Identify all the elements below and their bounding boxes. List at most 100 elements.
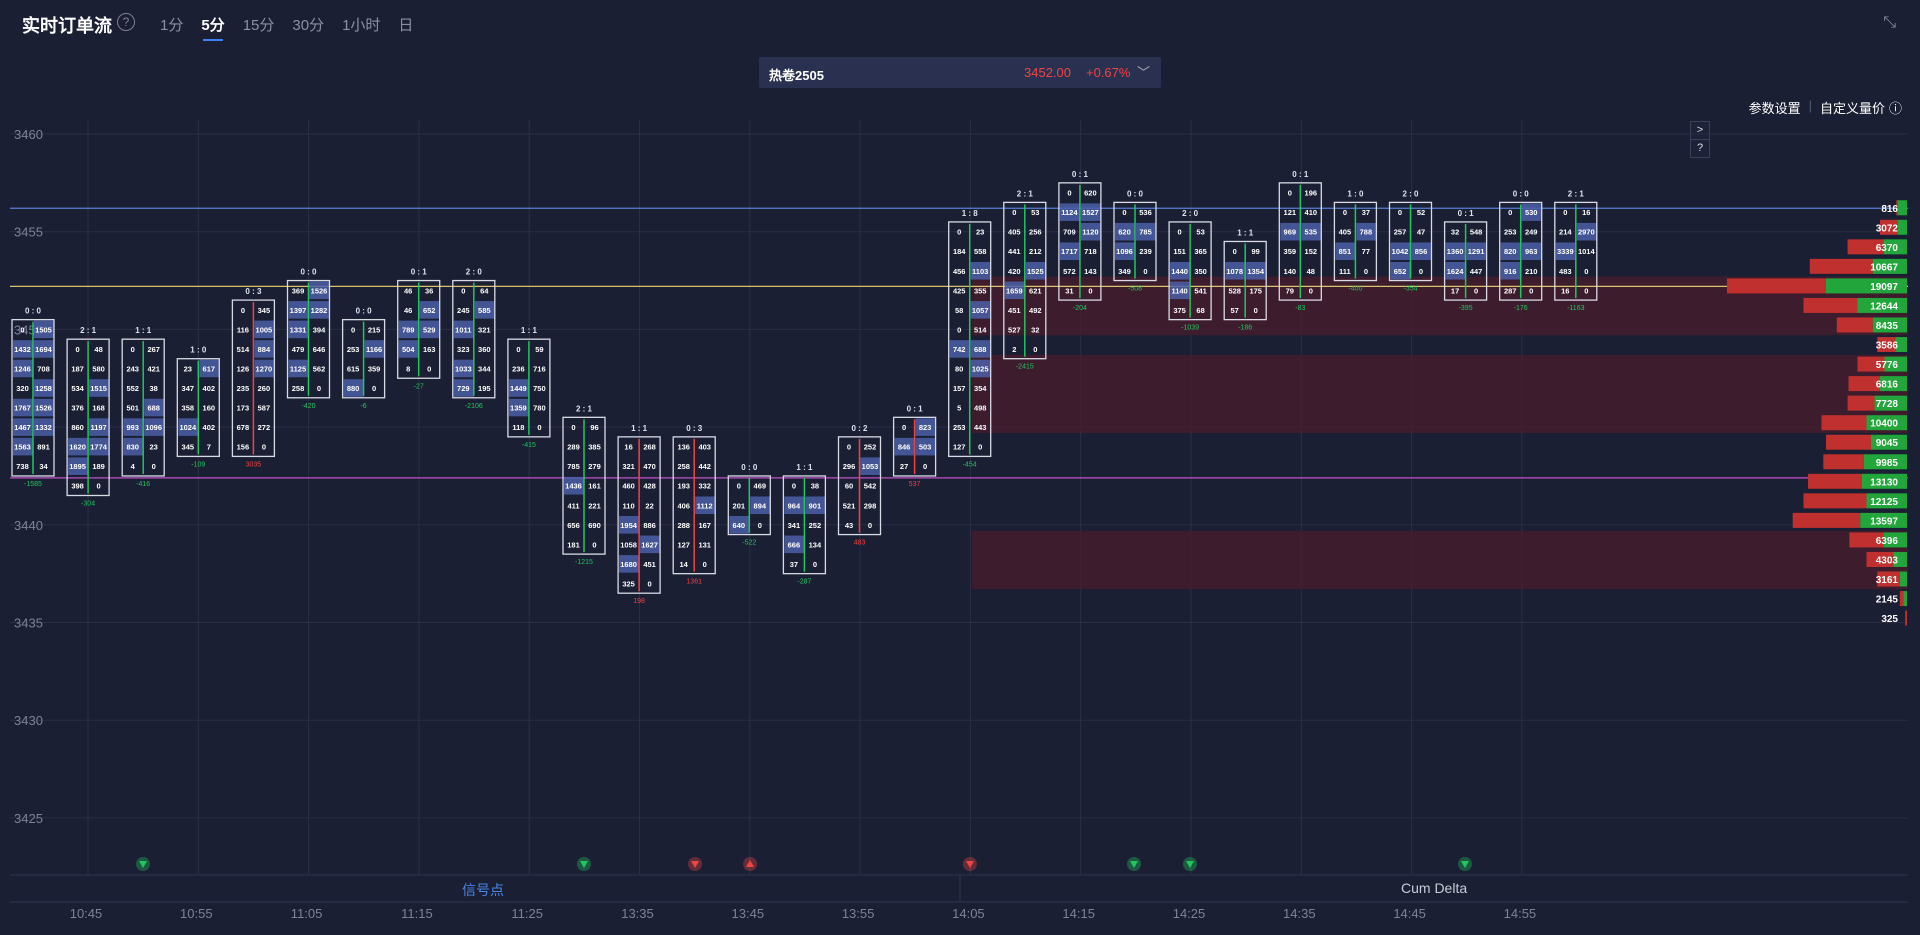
candle-delta: -109 xyxy=(191,461,205,468)
signal-arrow xyxy=(1461,861,1469,868)
candle-header: 2 : 0 xyxy=(1402,189,1419,198)
bid-volume: 406 xyxy=(677,501,690,510)
candle-delta: -1585 xyxy=(24,481,42,488)
profile-volume-label: 13130 xyxy=(1870,477,1898,488)
bid-volume: 1359 xyxy=(510,404,527,413)
bid-volume: 126 xyxy=(237,364,250,373)
profile-volume-label: 2145 xyxy=(1876,595,1899,606)
bid-volume: 32 xyxy=(1451,228,1459,237)
hot-cell xyxy=(1411,242,1432,261)
ask-volume: 1096 xyxy=(145,423,162,432)
tab-15min[interactable]: 15分 xyxy=(242,17,275,34)
ask-volume: 443 xyxy=(974,423,987,432)
info-icon[interactable]: ⓘ xyxy=(1888,101,1902,116)
profile-buy-bar xyxy=(1862,473,1907,489)
bid-volume: 321 xyxy=(622,462,635,471)
profile-buy-bar xyxy=(1883,532,1907,548)
ask-volume: 161 xyxy=(588,482,601,491)
bid-volume: 534 xyxy=(71,384,84,393)
bid-volume: 820 xyxy=(1504,247,1517,256)
ask-volume: 252 xyxy=(864,443,877,452)
ask-volume: 0 xyxy=(537,423,541,432)
hot-cell xyxy=(729,516,750,534)
ask-volume: 195 xyxy=(478,384,491,393)
ask-volume: 394 xyxy=(313,325,326,334)
candle-delta: -454 xyxy=(963,461,977,468)
bid-volume: 1042 xyxy=(1392,247,1409,256)
tab-5min[interactable]: 5分 xyxy=(201,14,225,41)
profile-buy-bar xyxy=(1884,356,1907,372)
ask-volume: 64 xyxy=(480,286,489,295)
bid-volume: 528 xyxy=(1228,286,1241,295)
ask-volume: 354 xyxy=(974,384,987,393)
help-button[interactable]: ? xyxy=(1690,139,1710,158)
ask-volume: 38 xyxy=(150,384,158,393)
ask-volume: 59 xyxy=(535,345,543,354)
hot-cell xyxy=(894,437,915,456)
tab-1min[interactable]: 1分 xyxy=(160,17,184,34)
bid-volume: 258 xyxy=(677,462,690,471)
hot-cell xyxy=(254,359,275,378)
bid-volume: 0 xyxy=(131,345,135,354)
ask-volume: 1525 xyxy=(1027,267,1044,276)
candle-box xyxy=(562,416,606,555)
hot-cell xyxy=(619,555,640,573)
hot-cell xyxy=(1246,262,1267,280)
ask-volume: 0 xyxy=(1309,286,1313,295)
candle-header: 0 : 0 xyxy=(300,268,317,277)
ask-volume: 99 xyxy=(1252,247,1260,256)
hot-cell xyxy=(34,418,54,436)
hot-cell xyxy=(508,398,529,417)
hot-cell xyxy=(1004,281,1025,300)
bid-volume: 1432 xyxy=(14,345,31,354)
hot-cell xyxy=(398,320,419,339)
bid-volume: 0 xyxy=(1067,189,1071,198)
profile-buy-bar xyxy=(1893,551,1907,567)
bid-volume: 2 xyxy=(1012,345,1016,354)
tab-day[interactable]: 日 xyxy=(398,17,414,34)
hot-cell xyxy=(1115,222,1135,241)
ask-volume: 580 xyxy=(92,364,105,373)
signal-arrow xyxy=(691,861,699,868)
ask-volume: 503 xyxy=(919,443,932,452)
bid-volume: 0 xyxy=(1343,208,1347,217)
ask-volume: 77 xyxy=(1362,247,1370,256)
bid-volume: 1246 xyxy=(14,364,31,373)
ask-volume: 256 xyxy=(1029,228,1042,237)
ask-volume: 23 xyxy=(150,443,158,452)
ask-volume: 345 xyxy=(258,306,271,315)
ask-volume: 0 xyxy=(703,560,707,569)
ask-volume: 536 xyxy=(1139,208,1152,217)
hot-cell xyxy=(1555,242,1576,261)
x-tick-label: 14:55 xyxy=(1504,906,1537,921)
candle-header: 1 : 1 xyxy=(631,424,648,433)
tab-1hour[interactable]: 1小时 xyxy=(342,17,381,34)
tab-30min[interactable]: 30分 xyxy=(292,17,325,34)
shrink-icon[interactable]: ⤡ xyxy=(1883,14,1896,31)
hot-cell xyxy=(288,359,309,378)
hot-cell xyxy=(970,359,991,378)
ask-volume: 688 xyxy=(974,345,987,354)
bid-volume: 341 xyxy=(788,521,801,530)
header-bar: 实时订单流 ? 1分 5分 15分 30分 1小时 日 ⤡ xyxy=(0,0,1920,50)
help-icon[interactable]: ? xyxy=(117,13,135,31)
ask-volume: 0 xyxy=(648,579,652,588)
hot-cell xyxy=(970,340,991,358)
ask-volume: 0 xyxy=(1254,306,1258,315)
bid-volume: 325 xyxy=(622,579,635,588)
params-settings-link[interactable]: 参数设置 xyxy=(1748,101,1801,116)
ask-volume: 788 xyxy=(1360,228,1373,237)
profile-buy-bar xyxy=(1857,297,1907,313)
bid-volume: 1620 xyxy=(69,443,86,452)
custom-volume-price-link[interactable]: 自定义量价 xyxy=(1819,101,1885,116)
ask-volume: 530 xyxy=(1525,208,1538,217)
ask-volume: 7 xyxy=(207,443,211,452)
ask-volume: 1014 xyxy=(1578,247,1596,256)
ask-volume: 0 xyxy=(978,443,982,452)
candle-box xyxy=(176,358,220,458)
bid-volume: 253 xyxy=(347,345,360,354)
ask-volume: 498 xyxy=(974,404,987,413)
instrument-selector[interactable]: 热卷2505 3452.00 +0.67% ﹀ xyxy=(759,57,1161,88)
profile-sell-bar xyxy=(1847,395,1875,411)
signal-arrow xyxy=(1186,861,1194,868)
